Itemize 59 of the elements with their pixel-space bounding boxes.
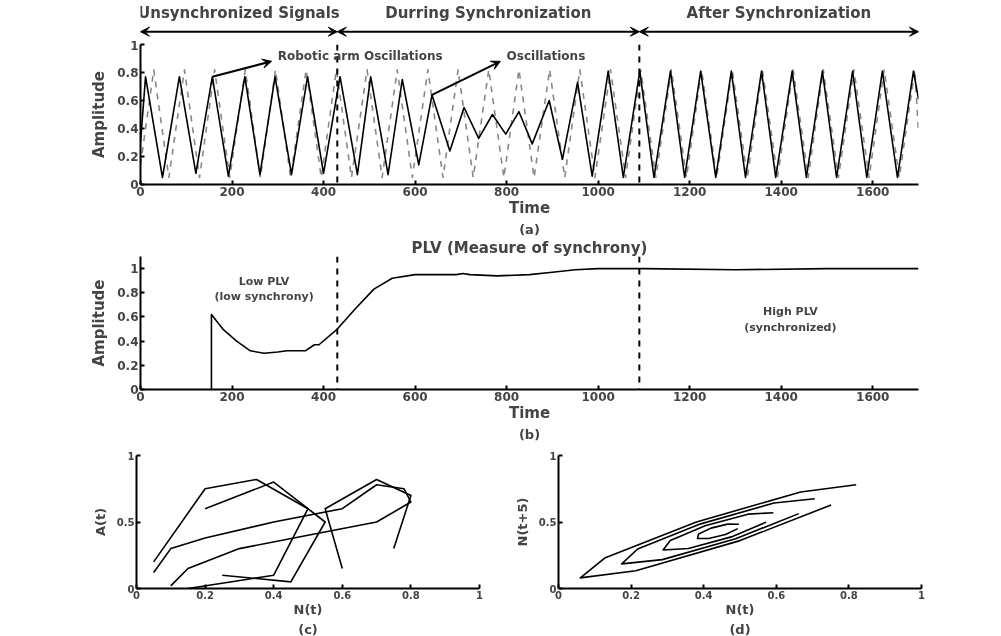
y-axis-title: Amplitude: [90, 279, 109, 367]
y-tick-label: 1: [549, 450, 557, 462]
x-tick-label: 0.2: [622, 589, 640, 601]
text: (b): [518, 426, 541, 442]
x-tick-label: 0.6: [333, 589, 352, 601]
y-tick-label: 0.8: [117, 286, 139, 301]
x-axis-title: Time: [508, 403, 551, 422]
y-tick-label: 0.2: [117, 150, 139, 164]
x-tick-label: 800: [494, 184, 520, 199]
text: Durring Synchronization: [385, 3, 592, 22]
x-axis-title: Time: [508, 198, 551, 217]
x-tick-label: 1600: [856, 389, 890, 404]
chart-title: PLV (Measure of synchrony): [411, 238, 648, 257]
x-tick-label: 1000: [581, 389, 615, 404]
x-tick-label: 1000: [581, 184, 615, 199]
y-tick-label: 0.4: [117, 334, 139, 349]
annotation: Low PLV (low synchrony): [214, 274, 314, 304]
y-tick-label: 0.5: [116, 517, 135, 528]
x-tick-label: 1400: [764, 389, 798, 404]
x-tick-label: 400: [311, 184, 337, 199]
y-tick-label: 0.6: [117, 310, 139, 325]
annotation: Oscillations: [506, 48, 586, 63]
x-tick-label: 600: [402, 184, 428, 199]
text: (d): [729, 621, 751, 636]
y-tick-label: 1: [130, 262, 139, 277]
y-axis-title: A(t): [92, 507, 108, 537]
x-tick-label: 600: [402, 389, 428, 404]
annotation: High PLV (synchronized): [744, 305, 837, 334]
y-tick-label: 0.8: [117, 66, 139, 80]
x-axis-title: N(t): [293, 601, 323, 617]
x-tick-label: 200: [219, 389, 245, 404]
y-tick-label: 0.6: [117, 94, 139, 108]
text: (a): [519, 221, 540, 237]
y-tick-label: 1: [127, 450, 135, 462]
x-tick-label: 1: [476, 589, 484, 601]
text: (c): [298, 621, 318, 636]
y-tick-label: 0.4: [117, 122, 139, 136]
y-tick-label: 1: [130, 38, 139, 53]
x-tick-label: 1200: [672, 389, 707, 404]
y-axis-title: N(t+5): [514, 497, 530, 547]
x-tick-label: 1600: [856, 184, 890, 199]
x-tick-label: 0.6: [767, 589, 786, 601]
x-tick-label: 0.2: [196, 589, 214, 601]
x-tick-label: 0.8: [840, 589, 858, 601]
x-tick-label: 0.4: [264, 589, 283, 601]
x-tick-label: 1200: [672, 184, 707, 199]
x-tick-label: 0.8: [402, 589, 420, 601]
y-tick-label: 0.2: [117, 358, 139, 373]
x-axis-title: N(t): [725, 601, 755, 617]
y-axis-title: Amplitude: [90, 70, 109, 159]
x-tick-label: 800: [494, 389, 520, 404]
x-tick-label: 0.4: [694, 589, 713, 601]
x-tick-label: 400: [311, 389, 337, 404]
x-tick-label: 200: [219, 184, 245, 199]
x-tick-label: 1: [918, 589, 926, 601]
text: After Synchronization: [686, 3, 872, 22]
y-tick-label: 0.5: [538, 517, 557, 528]
x-tick-label: 1400: [764, 184, 798, 199]
annotation: Robotic arm Oscillations: [277, 48, 443, 63]
